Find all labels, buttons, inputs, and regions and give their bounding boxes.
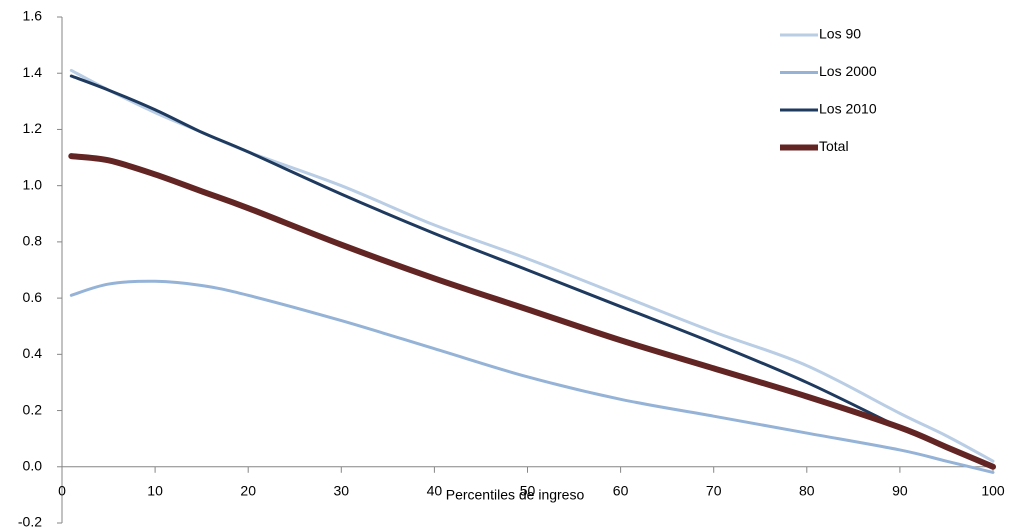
y-tick-label: 1.2	[23, 120, 43, 136]
series-line	[69, 279, 995, 474]
y-tick-label: 1.4	[23, 64, 43, 80]
y-tick-label: 0.4	[23, 345, 43, 361]
y-tick-label: 0.8	[23, 233, 43, 249]
y-tick-label: 0.2	[23, 401, 43, 417]
x-tick-label: 40	[427, 482, 443, 498]
y-tick-label: -0.2	[18, 514, 42, 530]
y-tick-label: 1.0	[23, 176, 43, 192]
series-line	[68, 153, 996, 470]
legend-label: Los 2010	[819, 101, 877, 117]
x-tick-label: 0	[58, 482, 66, 498]
x-tick-label: 100	[981, 482, 1005, 498]
x-tick-label: 70	[706, 482, 722, 498]
series-line	[69, 68, 995, 463]
legend-label: Total	[819, 138, 849, 154]
y-tick-label: 0.6	[23, 289, 43, 305]
legend-label: Los 2000	[819, 63, 877, 79]
series-line	[69, 74, 995, 469]
y-tick-label: 1.6	[23, 8, 43, 24]
legend-label: Los 90	[819, 26, 861, 42]
x-tick-label: 60	[613, 482, 629, 498]
y-tick-label: 0.0	[23, 457, 43, 473]
x-tick-label: 20	[240, 482, 256, 498]
x-tick-label: 30	[334, 482, 350, 498]
x-tick-label: 80	[799, 482, 815, 498]
x-tick-label: 50	[520, 482, 536, 498]
x-tick-label: 10	[147, 482, 163, 498]
x-tick-label: 90	[892, 482, 908, 498]
x-axis-title: Percentiles de ingreso	[446, 487, 585, 503]
